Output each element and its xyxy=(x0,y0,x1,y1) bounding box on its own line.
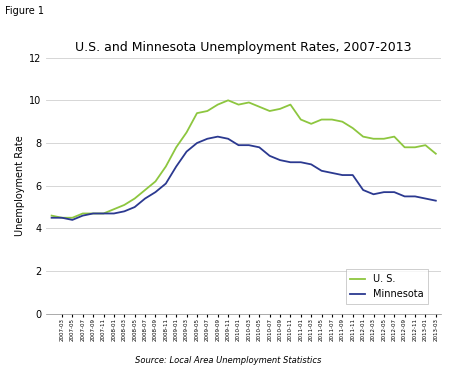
U. S. xyxy=(391,134,396,139)
Minnesota xyxy=(380,190,386,195)
Minnesota xyxy=(70,218,75,222)
Minnesota xyxy=(194,141,199,145)
Minnesota xyxy=(173,164,178,169)
U. S. xyxy=(432,152,438,156)
Minnesota xyxy=(49,215,54,220)
U. S. xyxy=(80,211,85,216)
U. S. xyxy=(308,121,313,126)
Minnesota xyxy=(163,181,168,186)
Minnesota xyxy=(121,209,127,214)
U. S. xyxy=(101,211,106,216)
U. S. xyxy=(256,105,262,109)
U. S. xyxy=(173,145,178,149)
U. S. xyxy=(204,109,210,113)
U. S. xyxy=(380,137,386,141)
U. S. xyxy=(183,130,189,135)
Minnesota xyxy=(266,154,272,158)
U. S. xyxy=(298,117,303,122)
U. S. xyxy=(339,120,344,124)
U. S. xyxy=(49,214,54,218)
Minnesota xyxy=(152,190,158,195)
Minnesota xyxy=(287,160,293,164)
U. S. xyxy=(318,117,324,122)
U. S. xyxy=(131,196,137,201)
U. S. xyxy=(277,107,282,111)
U. S. xyxy=(246,100,251,105)
U. S. xyxy=(163,164,168,169)
Minnesota xyxy=(256,145,262,149)
Minnesota xyxy=(235,143,241,148)
Y-axis label: Unemployment Rate: Unemployment Rate xyxy=(15,135,25,236)
U. S. xyxy=(142,188,147,192)
Minnesota xyxy=(359,188,365,192)
U. S. xyxy=(266,109,272,113)
U. S. xyxy=(370,137,375,141)
Minnesota xyxy=(298,160,303,164)
Minnesota xyxy=(90,211,96,216)
Minnesota xyxy=(370,192,375,196)
U. S. xyxy=(287,102,293,107)
U. S. xyxy=(194,111,199,115)
Minnesota xyxy=(329,171,334,175)
U. S. xyxy=(235,102,241,107)
Minnesota xyxy=(204,137,210,141)
U. S. xyxy=(422,143,427,148)
Title: U.S. and Minnesota Unemployment Rates, 2007-2013: U.S. and Minnesota Unemployment Rates, 2… xyxy=(75,41,411,54)
U. S. xyxy=(111,207,116,211)
Minnesota xyxy=(59,215,65,220)
Minnesota xyxy=(391,190,396,195)
Minnesota xyxy=(432,199,438,203)
Legend: U. S., Minnesota: U. S., Minnesota xyxy=(345,269,427,304)
U. S. xyxy=(59,215,65,220)
Text: Figure 1: Figure 1 xyxy=(5,6,44,15)
Line: Minnesota: Minnesota xyxy=(51,137,435,220)
Minnesota xyxy=(80,214,85,218)
Minnesota xyxy=(111,211,116,216)
U. S. xyxy=(215,102,220,107)
Minnesota xyxy=(183,149,189,154)
Minnesota xyxy=(101,211,106,216)
Minnesota xyxy=(225,137,230,141)
Line: U. S.: U. S. xyxy=(51,100,435,218)
U. S. xyxy=(349,126,355,130)
U. S. xyxy=(70,215,75,220)
Minnesota xyxy=(277,158,282,162)
U. S. xyxy=(152,179,158,184)
Minnesota xyxy=(349,173,355,177)
U. S. xyxy=(359,134,365,139)
Minnesota xyxy=(308,162,313,167)
Minnesota xyxy=(246,143,251,148)
Minnesota xyxy=(401,194,406,199)
U. S. xyxy=(329,117,334,122)
Minnesota xyxy=(411,194,417,199)
Minnesota xyxy=(339,173,344,177)
U. S. xyxy=(90,211,96,216)
U. S. xyxy=(225,98,230,102)
U. S. xyxy=(121,203,127,207)
Minnesota xyxy=(318,168,324,173)
Minnesota xyxy=(142,196,147,201)
Minnesota xyxy=(422,196,427,201)
U. S. xyxy=(411,145,417,149)
Minnesota xyxy=(215,134,220,139)
Minnesota xyxy=(131,205,137,209)
U. S. xyxy=(401,145,406,149)
Text: Source: Local Area Unemployment Statistics: Source: Local Area Unemployment Statisti… xyxy=(135,356,320,365)
